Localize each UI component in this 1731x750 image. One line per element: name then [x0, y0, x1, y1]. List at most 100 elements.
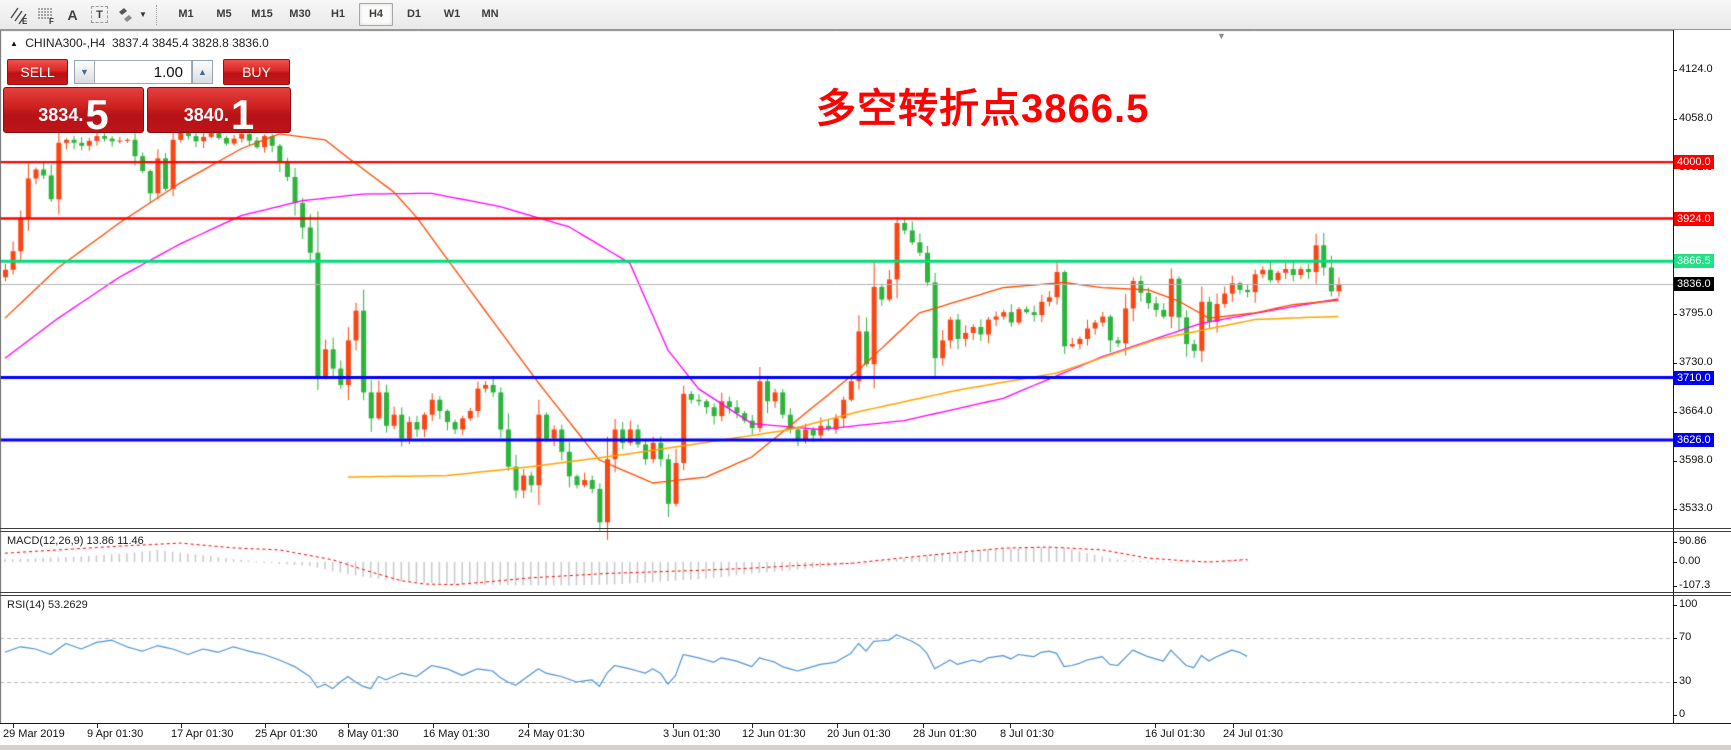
sell-price-display[interactable]: 3834 . 5	[3, 87, 144, 138]
price-axis-label: 3730.0	[1679, 355, 1713, 368]
date-tick-mark	[433, 724, 434, 728]
axis-tick-mark	[1673, 715, 1677, 716]
price-axis: 4124.04058.03992.03795.03730.03664.03598…	[1673, 30, 1731, 723]
timeframe-button-M15[interactable]: M15	[251, 8, 273, 20]
macd-axis-label: 90.86	[1679, 535, 1707, 547]
price-axis-label: 4124.0	[1679, 63, 1713, 75]
level-price-badge: 4000.0	[1674, 155, 1714, 170]
sell-price-big-digit: 5	[85, 90, 109, 138]
timeframe-group: M1 M5 M15 M30 H1 H4 D1 W1 MN	[167, 3, 509, 26]
rsi-label: RSI(14) 53.2629	[7, 599, 88, 611]
axis-tick-mark	[1673, 509, 1677, 510]
date-tick-mark	[923, 724, 924, 728]
chart-shift-marker-icon[interactable]: ▼	[1217, 31, 1226, 41]
buy-price-big-digit: 1	[230, 90, 255, 138]
axis-tick-mark	[1673, 70, 1677, 71]
date-label: 3 Jun 01:30	[663, 728, 721, 740]
axis-tick-mark	[1673, 605, 1677, 606]
axis-tick-mark	[1673, 562, 1677, 563]
axis-tick-mark	[1673, 585, 1677, 587]
rsi-axis-label: 0	[1679, 708, 1686, 720]
macd-main-value: 13.86	[86, 535, 115, 547]
date-tick-mark	[837, 724, 838, 728]
date-label: 8 Jul 01:30	[1000, 728, 1054, 740]
date-tick-mark	[673, 724, 674, 728]
toolbar: E F A T ▼ M1 M5 M15 M30 H1 H4 D1 W1 MN	[0, 0, 1731, 30]
axis-tick-mark	[1673, 638, 1677, 639]
macd-signal-value: 11.46	[117, 535, 144, 547]
rsi-axis-label: 100	[1679, 598, 1698, 610]
timeframe-button-M1[interactable]: M1	[178, 8, 194, 20]
main-chart-canvas[interactable]	[0, 30, 1673, 723]
timeframe-button-MN[interactable]: MN	[481, 8, 499, 20]
symbol-name: CHINA300-,H4	[25, 36, 106, 50]
rsi-value: 53.2629	[47, 599, 88, 611]
macd-axis-label: -107.3	[1679, 578, 1711, 591]
date-tick-mark	[1010, 724, 1011, 728]
macd-axis-label: 0.00	[1679, 555, 1701, 567]
date-label: 17 Apr 01:30	[171, 728, 234, 740]
axis-tick-mark	[1673, 411, 1677, 413]
price-axis-label: 3533.0	[1679, 502, 1713, 514]
rsi-axis-label: 70	[1679, 631, 1692, 643]
date-label: 25 Apr 01:30	[255, 728, 318, 740]
date-tick-mark	[265, 724, 266, 728]
date-label: 16 May 01:30	[423, 728, 490, 740]
date-label: 8 May 01:30	[338, 728, 399, 740]
axis-tick-mark	[1673, 119, 1677, 121]
timeframe-button-H4[interactable]: H4	[359, 3, 393, 26]
date-label: 29 Mar 2019	[3, 728, 65, 740]
timeframe-button-M5[interactable]: M5	[216, 8, 232, 20]
price-axis-border	[1673, 30, 1674, 723]
timeframe-button-M30[interactable]: M30	[289, 8, 311, 20]
price-axis-label: 3664.0	[1679, 404, 1713, 417]
svg-text:F: F	[49, 17, 54, 25]
quote-panel: SELL ▼ ▲ BUY 3834 . 5 3840 . 1	[3, 55, 291, 138]
date-label: 20 Jun 01:30	[827, 728, 891, 740]
price-axis-label: 3598.0	[1679, 453, 1713, 466]
level-price-badge: 3924.0	[1674, 211, 1714, 226]
price-axis-label: 3795.0	[1679, 307, 1713, 320]
text-a-icon[interactable]: A	[67, 6, 78, 23]
date-tick-mark	[13, 724, 14, 728]
date-label: 24 May 01:30	[518, 728, 585, 740]
pane-separator[interactable]	[0, 531, 1731, 532]
date-label: 9 Apr 01:30	[87, 728, 144, 740]
rsi-axis-label: 30	[1679, 675, 1692, 687]
timeframe-button-W1[interactable]: W1	[443, 8, 461, 20]
price-axis-label: 4058.0	[1679, 112, 1713, 125]
axis-tick-mark	[1673, 362, 1677, 364]
line-studies-e-icon[interactable]: E	[5, 3, 32, 27]
date-tick-mark	[752, 724, 753, 728]
pane-separator[interactable]	[0, 592, 1731, 593]
pane-separator[interactable]	[0, 528, 1731, 529]
chart-title: ▲ CHINA300-,H4 3837.4 3845.4 3828.8 3836…	[10, 36, 269, 50]
axis-tick-mark	[1673, 460, 1677, 462]
current-price-badge: 3836.0	[1674, 276, 1714, 291]
timeframe-button-D1[interactable]: D1	[406, 8, 422, 20]
volume-increase-button[interactable]: ▲	[192, 60, 213, 84]
volume-input[interactable]	[94, 60, 192, 84]
buy-button[interactable]: BUY	[223, 59, 290, 85]
buy-price-display[interactable]: 3840 . 1	[147, 87, 291, 138]
pane-separator[interactable]	[0, 595, 1731, 596]
timeframe-button-H1[interactable]: H1	[330, 8, 346, 20]
fibonacci-f-icon[interactable]: F	[32, 3, 59, 27]
date-tick-mark	[181, 724, 182, 728]
date-tick-mark	[528, 724, 529, 728]
text-label-t-icon[interactable]: T	[86, 3, 113, 27]
axis-tick-mark	[1673, 542, 1677, 543]
symbol-ohlc: 3837.4 3845.4 3828.8 3836.0	[111, 36, 269, 50]
axis-tick-mark	[1673, 314, 1677, 316]
date-label: 24 Jul 01:30	[1223, 728, 1283, 740]
date-label: 12 Jun 01:30	[742, 728, 806, 740]
shapes-arrows-icon[interactable]: ▼	[113, 3, 149, 27]
level-price-badge: 3710.0	[1674, 370, 1714, 385]
collapse-arrow-icon[interactable]: ▲	[10, 39, 18, 48]
volume-decrease-button[interactable]: ▼	[74, 60, 95, 84]
sell-button[interactable]: SELL	[7, 59, 68, 85]
svg-text:E: E	[22, 17, 28, 25]
sell-price-main: 3834	[38, 105, 79, 125]
date-tick-mark	[348, 724, 349, 728]
date-tick-mark	[97, 724, 98, 728]
